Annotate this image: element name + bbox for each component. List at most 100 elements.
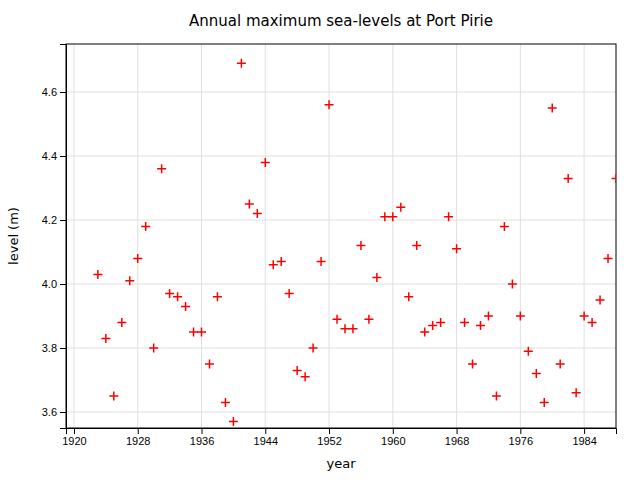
- x-tick-label: 1984: [572, 435, 596, 447]
- point: [444, 212, 453, 221]
- point: [93, 270, 102, 279]
- point: [317, 257, 326, 266]
- y-tick-mark: [60, 348, 66, 349]
- point: [588, 318, 597, 327]
- y-tick: 3.8: [42, 342, 66, 354]
- point: [181, 302, 190, 311]
- title: Annual maximum sea-levels at Port Pirie: [189, 12, 493, 30]
- y-tick-label: 3.8: [42, 342, 57, 354]
- point: [484, 312, 493, 321]
- grid-line-y: [66, 412, 616, 413]
- points: [93, 59, 616, 426]
- x-tick-mark: [457, 428, 458, 434]
- x-tick: 1952: [317, 428, 341, 447]
- x-tick-label: 1952: [317, 435, 341, 447]
- point: [261, 158, 270, 167]
- point: [524, 347, 533, 356]
- x-tick: 1944: [254, 428, 278, 447]
- point: [428, 321, 437, 330]
- y-tick: 4.4: [42, 150, 66, 162]
- chart: 1920192819361944195219601968197619843.63…: [0, 0, 640, 480]
- x-tick-mark: [74, 428, 75, 434]
- point: [109, 392, 118, 401]
- x-tick-label: 1920: [62, 435, 86, 447]
- point: [237, 59, 246, 68]
- x-tick-mark: [520, 428, 521, 434]
- x-tick-label: 1944: [254, 435, 278, 447]
- point: [500, 222, 509, 231]
- grid-line-x: [137, 44, 138, 428]
- grid-line-x: [392, 44, 393, 428]
- plot-area: 1920192819361944195219601968197619843.63…: [42, 44, 621, 447]
- plot-frame: [66, 44, 616, 428]
- y-tick: 4.2: [42, 214, 66, 226]
- y-tick: 4.0: [42, 278, 66, 290]
- x-tick-label: 1976: [509, 435, 533, 447]
- point: [388, 212, 397, 221]
- grid-line-x: [520, 44, 521, 428]
- point: [516, 312, 525, 321]
- point: [340, 324, 349, 333]
- point: [213, 292, 222, 301]
- point: [221, 398, 230, 407]
- point: [253, 209, 262, 218]
- y-tick: 4.6: [42, 86, 66, 98]
- x-tick: 1968: [445, 428, 469, 447]
- y-tick-mark: [60, 284, 66, 285]
- point: [436, 318, 445, 327]
- point: [149, 344, 158, 353]
- point: [508, 280, 517, 289]
- x-tick: 1960: [381, 428, 405, 447]
- point: [532, 369, 541, 378]
- x-axis-title: year: [326, 456, 356, 471]
- point: [348, 324, 357, 333]
- point: [157, 164, 166, 173]
- grid-line-y: [66, 220, 616, 221]
- point: [189, 328, 198, 337]
- point: [141, 222, 150, 231]
- y-tick-mark: [60, 156, 66, 157]
- point: [380, 212, 389, 221]
- y-tick-mark: [60, 220, 66, 221]
- y-axis-title: level (m): [6, 207, 21, 265]
- x-tick: 1928: [126, 428, 150, 447]
- point: [245, 200, 254, 209]
- point: [476, 321, 485, 330]
- point: [492, 392, 501, 401]
- point: [420, 328, 429, 337]
- point: [197, 328, 206, 337]
- point: [325, 100, 334, 109]
- point: [269, 260, 278, 269]
- y-axis: 3.6 3.8 4.0 4.2 4.4 4.6: [42, 45, 67, 429]
- y-tick: 3.6: [42, 406, 66, 418]
- x-tick-mark: [329, 428, 330, 434]
- point: [356, 241, 365, 250]
- y-axis-line: [60, 45, 67, 429]
- point: [364, 315, 373, 324]
- x-tick: 1976: [509, 428, 533, 447]
- x-tick-mark: [584, 428, 585, 434]
- point: [580, 312, 589, 321]
- point: [117, 318, 126, 327]
- point: [452, 244, 461, 253]
- x-tick: 1920: [62, 428, 86, 447]
- x-tick-label: 1936: [190, 435, 214, 447]
- x-tick-label: 1968: [445, 435, 469, 447]
- point: [309, 344, 318, 353]
- grid-line-x: [456, 44, 457, 428]
- x-tick-label: 1928: [126, 435, 150, 447]
- y-tick-label: 4.0: [42, 278, 57, 290]
- grid-line-y: [66, 284, 616, 285]
- point: [412, 241, 421, 250]
- point: [468, 360, 477, 369]
- point: [229, 417, 238, 426]
- y-tick-label: 4.2: [42, 214, 57, 226]
- point: [612, 174, 617, 183]
- grid-line-y: [66, 92, 616, 93]
- grid-line-x: [584, 44, 585, 428]
- point: [564, 174, 573, 183]
- point: [556, 360, 565, 369]
- y-tick-mark: [60, 92, 66, 93]
- x-axis-line: [67, 429, 617, 435]
- y-tick-label: 3.6: [42, 406, 57, 418]
